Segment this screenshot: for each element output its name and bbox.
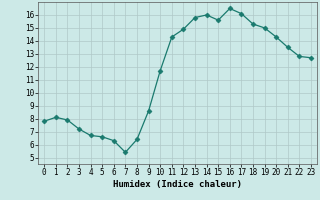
X-axis label: Humidex (Indice chaleur): Humidex (Indice chaleur) xyxy=(113,180,242,189)
